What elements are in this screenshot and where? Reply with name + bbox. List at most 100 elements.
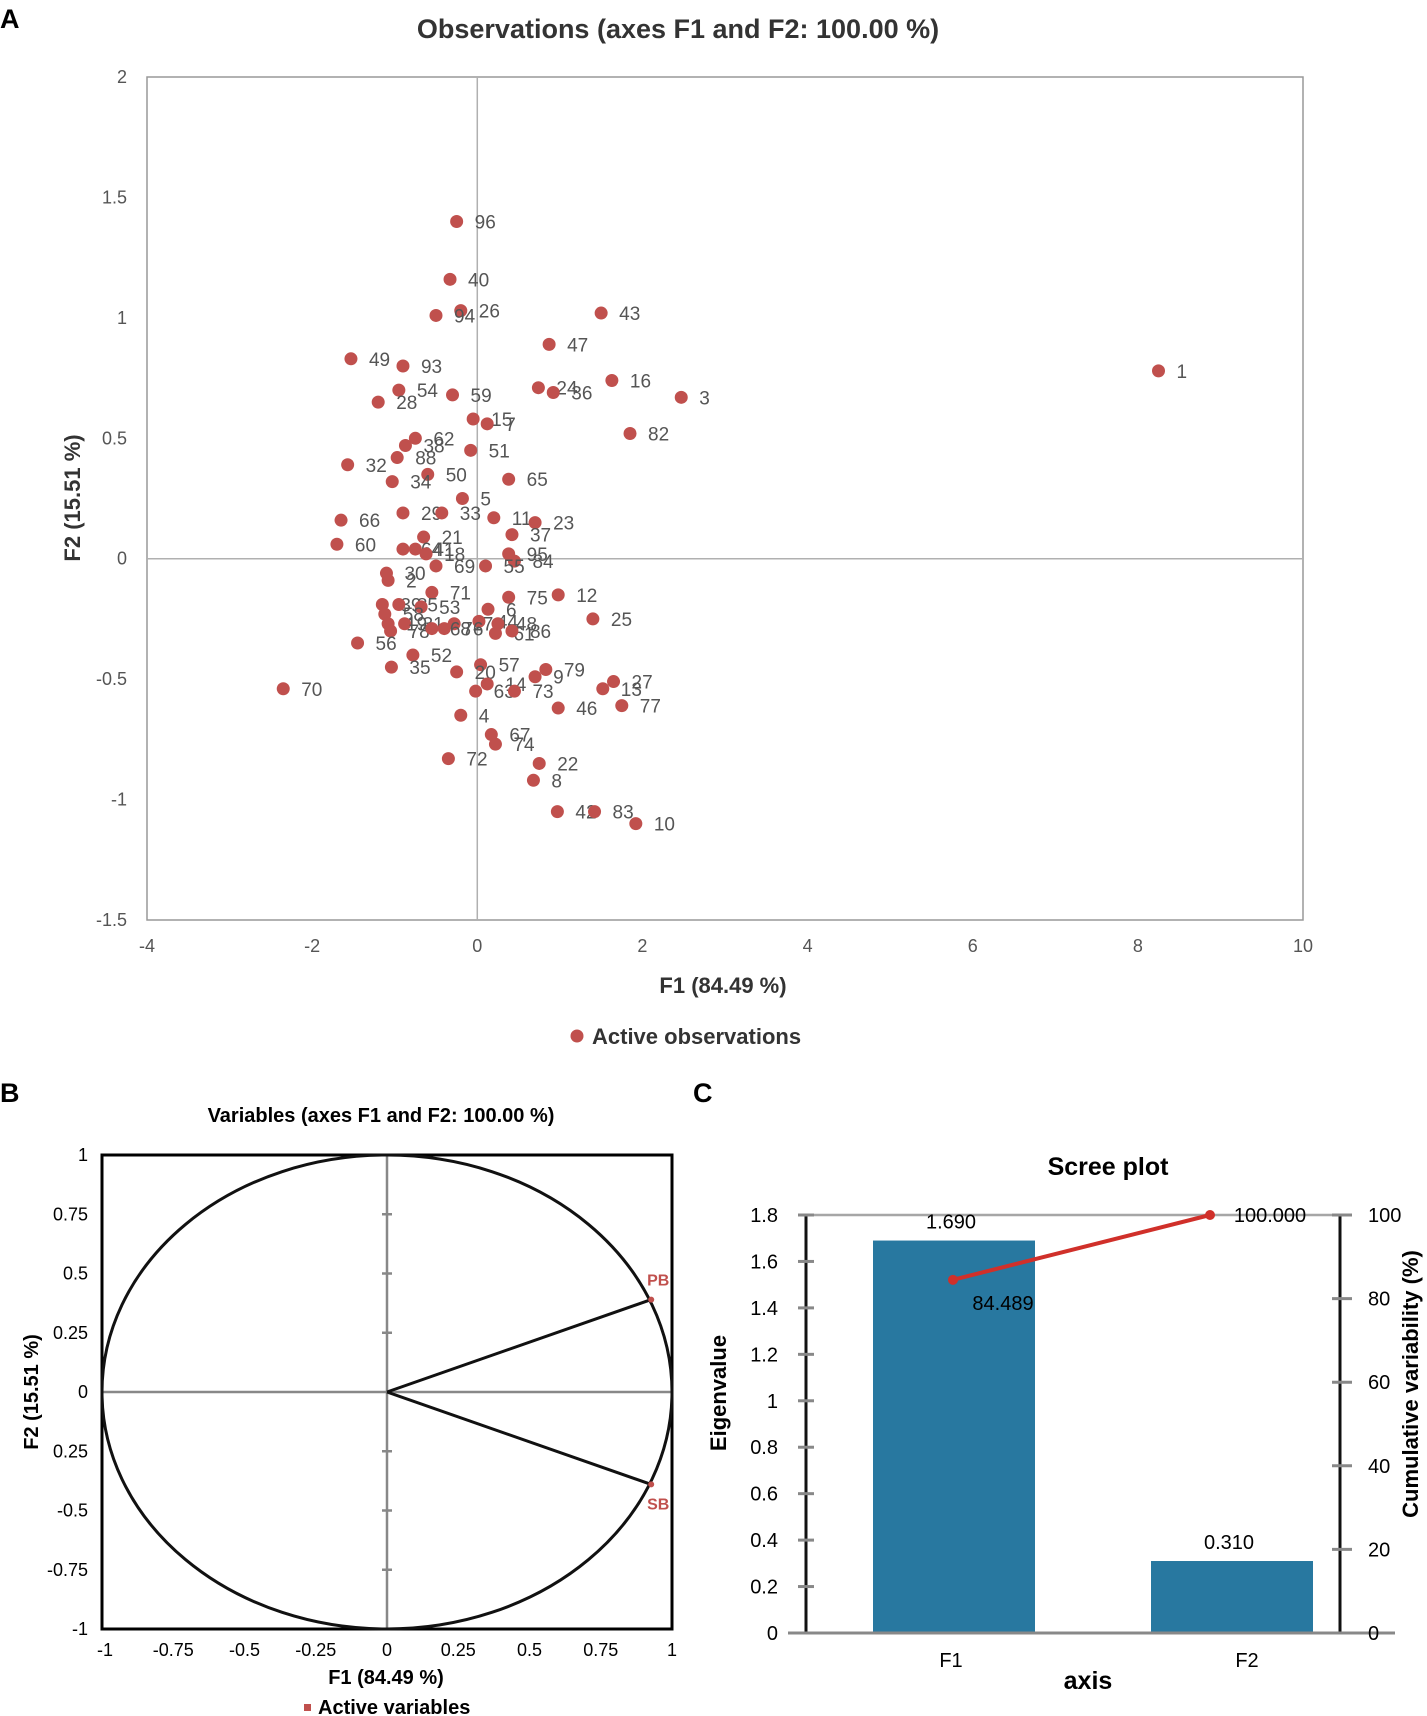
panel-a-point <box>408 431 422 445</box>
panel-a: A Observations (axes F1 and F2: 100.00 %… <box>0 4 1313 1049</box>
panel-a-point-label: 84 <box>532 552 554 573</box>
panel-b-x-tick-label: 0.75 <box>583 1640 618 1660</box>
panel-a-point-label: 59 <box>471 386 492 407</box>
panel-a-y-tick-label: 1.5 <box>102 187 127 207</box>
panel-a-point <box>464 443 478 457</box>
panel-a-x-tick-label: 10 <box>1293 936 1313 956</box>
panel-a-point <box>419 547 433 561</box>
panel-a-point-label: 68 <box>450 620 471 641</box>
panel-c-cumulative-polyline <box>952 1213 1211 1282</box>
panel-c-y2-tick-label: 20 <box>1368 1539 1390 1561</box>
panel-b-y-tick-labels: 1 0.75 0.5 0.25 0 0.25 -0.5 -0.75 -1 <box>47 1145 88 1639</box>
panel-a-point-label: 30 <box>404 564 425 585</box>
panel-a-point-label: 51 <box>489 441 510 462</box>
panel-a-point <box>425 622 439 636</box>
panel-a-point-label: 78 <box>409 622 430 643</box>
panel-a-point-label: 19 <box>406 615 427 636</box>
panel-a-point-label: 9 <box>553 668 564 689</box>
panel-c-bar-value-label: 1.690 <box>926 1212 976 1234</box>
panel-a-point-label: 70 <box>301 680 322 701</box>
panel-c-y-tick-labels: 0 0.2 0.4 0.6 0.8 1 1.2 1.4 1.6 1.8 <box>750 1205 778 1645</box>
panel-a-point-label: 23 <box>553 514 574 535</box>
panel-c-bar-value-label: 0.310 <box>1204 1532 1254 1554</box>
panel-a-point-label: 49 <box>369 350 390 371</box>
panel-a-point-label: 62 <box>433 429 454 450</box>
panel-a-point <box>396 359 410 373</box>
panel-a-point <box>385 475 399 489</box>
panel-a-point-label: 69 <box>454 557 475 578</box>
panel-c-y2-axis-label: Cumulative variability (%) <box>1398 1250 1423 1518</box>
panel-a-point <box>550 805 564 819</box>
panel-a-point <box>623 426 637 440</box>
panel-a-point <box>502 590 516 604</box>
panel-a-point-label: 76 <box>462 620 483 641</box>
panel-a-point-label: 5 <box>480 490 491 511</box>
panel-a-point-label: 11 <box>512 509 532 530</box>
panel-a-point <box>542 337 556 351</box>
panel-c-cumulative-label: 100.000 <box>1234 1205 1306 1227</box>
panel-a-point <box>446 388 460 402</box>
panel-c-x-axis-label: axis <box>1064 1667 1113 1695</box>
panel-b-y-tick-label: -1 <box>72 1619 88 1639</box>
panel-a-point-label: 53 <box>439 598 460 619</box>
panel-c-cumulative-line: 84.489 100.000 <box>948 1205 1306 1315</box>
panel-a-point <box>454 304 468 318</box>
panel-a-point <box>502 472 516 486</box>
panel-a-point <box>526 773 540 787</box>
panel-a-point <box>447 617 461 631</box>
panel-a-point-label: 67 <box>509 726 530 747</box>
panel-b-x-axis-label: F1 (84.49 %) <box>328 1667 444 1689</box>
panel-b-vector-label: SB <box>647 1496 669 1513</box>
panel-a-point <box>450 665 464 679</box>
panel-a-point <box>396 506 410 520</box>
panel-a-point-label: 86 <box>530 622 551 643</box>
panel-a-point-label: 3 <box>699 388 710 409</box>
panel-a-point <box>390 451 404 465</box>
panel-a-point-label: 1 <box>1177 362 1188 383</box>
panel-c-y-tick-label: 1.6 <box>750 1251 778 1273</box>
panel-a-y-tick-label: -0.5 <box>96 669 127 689</box>
panel-b-x-tick-labels: -1 -0.75 -0.5 -0.25 0 0.25 0.5 0.75 1 <box>97 1640 677 1660</box>
panel-a-point <box>371 395 385 409</box>
panel-c-y-tick-label: 0 <box>767 1623 778 1645</box>
panel-a-point-label: 57 <box>499 656 520 677</box>
panel-b-variable-vectors: PB SB <box>386 1273 669 1513</box>
panel-b-vector-point <box>648 1296 655 1303</box>
panel-a-point-label: 38 <box>423 437 444 458</box>
panel-a-point <box>381 573 395 587</box>
panel-a-point-label: 22 <box>557 754 578 775</box>
panel-b-unit-circle <box>100 1153 674 1631</box>
panel-a-point-label: 71 <box>450 583 471 604</box>
panel-a-point <box>441 752 455 766</box>
panel-a-point <box>406 648 420 662</box>
panel-a-point <box>674 390 688 404</box>
panel-a-point <box>488 626 502 640</box>
panel-a-point <box>454 708 468 722</box>
panel-b-title: Variables (axes F1 and F2: 100.00 %) <box>208 1105 555 1127</box>
panel-a-point <box>384 660 398 674</box>
panel-a-point <box>481 602 495 616</box>
panel-a-point <box>330 537 344 551</box>
panel-a-point-label: 10 <box>654 815 675 836</box>
panel-b-letter: B <box>0 1078 20 1108</box>
panel-a-point <box>384 624 398 638</box>
panel-a-point-label: 8 <box>551 771 562 792</box>
panel-a-point-label: 74 <box>513 735 535 756</box>
panel-a-point <box>437 622 451 636</box>
panel-a-x-tick-label: 2 <box>637 936 647 956</box>
panel-c-y-tick-label: 0.8 <box>750 1437 778 1459</box>
panel-a-point <box>546 386 560 400</box>
panel-a-point <box>594 306 608 320</box>
panel-a-point <box>276 682 290 696</box>
panel-c-x-tick-label: F1 <box>939 1650 962 1672</box>
panel-a-point-label: 2 <box>406 571 417 592</box>
panel-a-legend-marker <box>570 1029 584 1043</box>
panel-a-point-label: 88 <box>415 449 436 470</box>
panel-a-x-tick-label: 4 <box>803 936 813 956</box>
panel-a-point <box>588 805 602 819</box>
panel-a-x-tick-label: 8 <box>1133 936 1143 956</box>
panel-a-y-tick-label: 0 <box>117 549 127 569</box>
panel-a-point-label: 25 <box>611 610 632 631</box>
panel-a-point-label: 37 <box>530 526 551 547</box>
panel-a-point-label: 26 <box>479 302 500 323</box>
